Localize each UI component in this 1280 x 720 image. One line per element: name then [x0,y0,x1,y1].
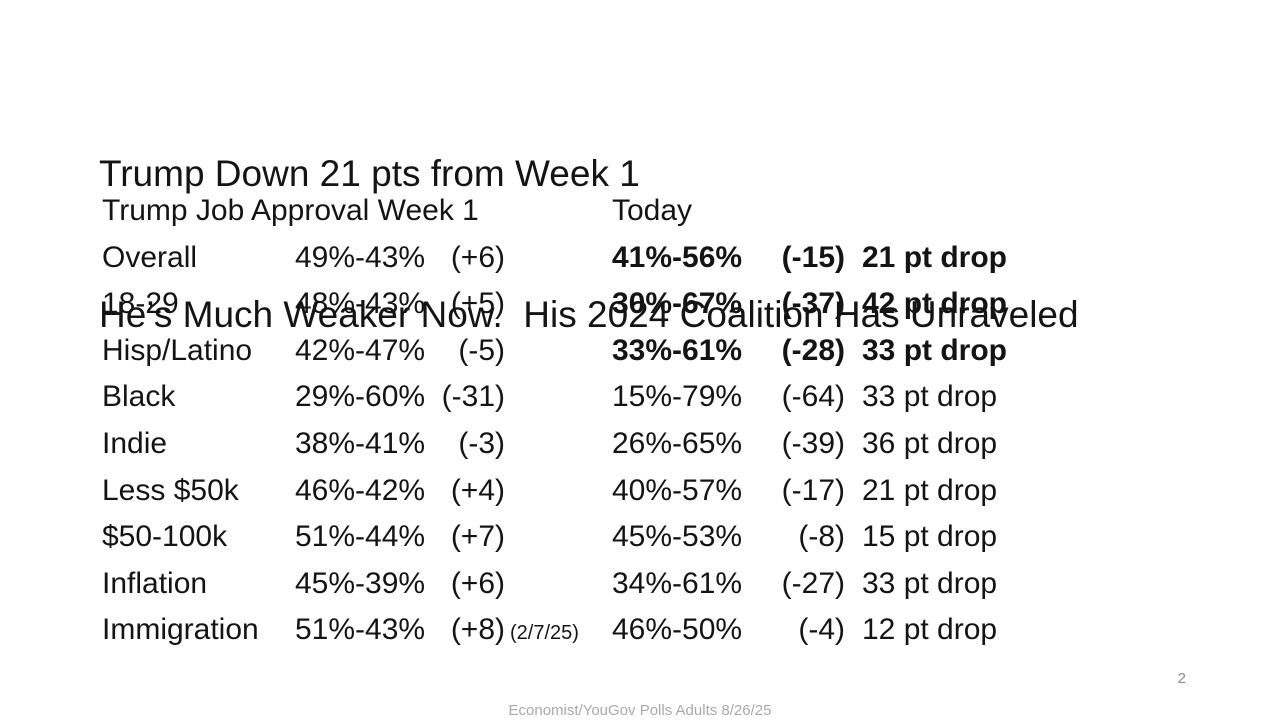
row-label: Less $50k [102,473,239,507]
today-value: 45%-53% [612,520,743,554]
week1-margin: (+4) [450,473,505,507]
footer: Economist/YouGov Polls Adults 8/26/25 Si… [0,661,1280,720]
week1-value: 51%-44% [295,520,426,554]
drop-text: 21 pt drop [862,473,998,507]
table-row: Less $50k 46%-42% (+4) 40%-57% (-17) 21 … [102,474,1202,521]
week1-date-note: (2/7/25) [510,622,579,645]
table-row: Hisp/Latino 42%-47% (-5) 33%-61% (-28) 3… [102,334,1202,381]
row-label: Immigration [102,613,259,647]
table-header-week1: Trump Job Approval Week 1 [102,194,479,227]
row-label: Overall [102,240,198,274]
today-margin: (-15) [781,240,845,274]
today-margin: (-64) [781,380,845,414]
drop-text: 21 pt drop [862,240,1008,274]
week1-margin: (+7) [450,520,505,554]
today-value: 30%-67% [612,287,743,321]
title-line-1: Trump Down 21 pts from Week 1 [99,153,640,194]
week1-value: 38%-41% [295,426,426,460]
today-margin: (-28) [781,333,845,367]
today-margin: (-17) [781,473,845,507]
week1-margin: (+6) [450,566,505,600]
approval-table: Trump Job Approval Week 1 Today Overall … [102,194,1202,660]
week1-value: 51%-43% [295,613,426,647]
today-margin: (-4) [798,613,845,647]
row-label: Hisp/Latino [102,333,253,367]
week1-value: 42%-47% [295,333,426,367]
drop-text: 36 pt drop [862,426,998,460]
table-row: Black 29%-60% (-31) 15%-79% (-64) 33 pt … [102,380,1202,427]
table-header-row: Trump Job Approval Week 1 Today [102,194,1202,241]
row-label: $50-100k [102,520,228,554]
drop-text: 42 pt drop [862,287,1008,321]
table-row: Immigration 51%-43% (+8) (2/7/25) 46%-50… [102,613,1202,660]
today-value: 46%-50% [612,613,743,647]
drop-text: 15 pt drop [862,520,998,554]
week1-value: 29%-60% [295,380,426,414]
today-margin: (-27) [781,566,845,600]
today-value: 26%-65% [612,426,743,460]
drop-text: 33 pt drop [862,566,998,600]
today-value: 33%-61% [612,333,743,367]
row-label: Indie [102,426,168,460]
week1-value: 45%-39% [295,566,426,600]
row-label: Inflation [102,566,208,600]
today-margin: (-37) [781,287,845,321]
title-line-2: He’s Much Weaker Now. His 2024 Coalition… [99,294,1079,335]
week1-margin: (+5) [450,287,505,321]
today-value: 34%-61% [612,566,743,600]
week1-margin: (-5) [458,333,505,367]
drop-text: 12 pt drop [862,613,998,647]
today-margin: (-8) [798,520,845,554]
week1-value: 48%-43% [295,287,426,321]
week1-value: 46%-42% [295,473,426,507]
table-row: Inflation 45%-39% (+6) 34%-61% (-27) 33 … [102,567,1202,614]
week1-margin: (+6) [450,240,505,274]
drop-text: 33 pt drop [862,380,998,414]
row-label: 18-29 [102,287,179,321]
page-number: 2 [1177,670,1186,687]
row-label: Black [102,380,176,414]
today-value: 15%-79% [612,380,743,414]
table-header-today: Today [612,194,693,227]
today-value: 41%-56% [612,240,743,274]
week1-value: 49%-43% [295,240,426,274]
today-margin: (-39) [781,426,845,460]
week1-margin: (+8) [450,613,505,647]
today-value: 40%-57% [612,473,743,507]
footer-source: Economist/YouGov Polls Adults 8/26/25 [508,702,772,719]
slide-title: Trump Down 21 pts from Week 1 He’s Much … [99,56,1079,432]
table-row: Indie 38%-41% (-3) 26%-65% (-39) 36 pt d… [102,427,1202,474]
table-row: $50-100k 51%-44% (+7) 45%-53% (-8) 15 pt… [102,520,1202,567]
week1-margin: (-31) [441,380,505,414]
week1-margin: (-3) [458,426,505,460]
drop-text: 33 pt drop [862,333,1008,367]
table-row: Overall 49%-43% (+6) 41%-56% (-15) 21 pt… [102,241,1202,288]
table-row: 18-29 48%-43% (+5) 30%-67% (-37) 42 pt d… [102,287,1202,334]
